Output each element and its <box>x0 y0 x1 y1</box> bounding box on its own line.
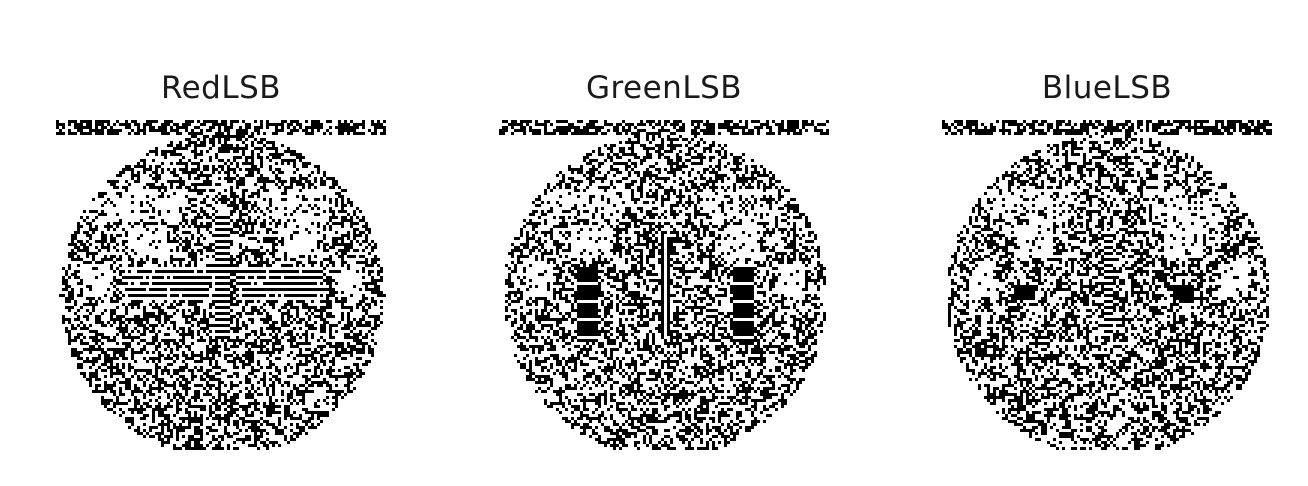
green-lsb-bitplane-image <box>499 120 829 450</box>
green-lsb-panel: GreenLSB <box>499 68 829 458</box>
red-lsb-bitplane-image <box>56 120 386 450</box>
panel-title: GreenLSB <box>499 68 829 108</box>
blue-lsb-panel: BlueLSB <box>942 68 1272 458</box>
panel-title: BlueLSB <box>942 68 1272 108</box>
panel-title: RedLSB <box>56 68 386 108</box>
red-lsb-panel: RedLSB <box>56 68 386 458</box>
blue-lsb-bitplane-image <box>942 120 1272 450</box>
